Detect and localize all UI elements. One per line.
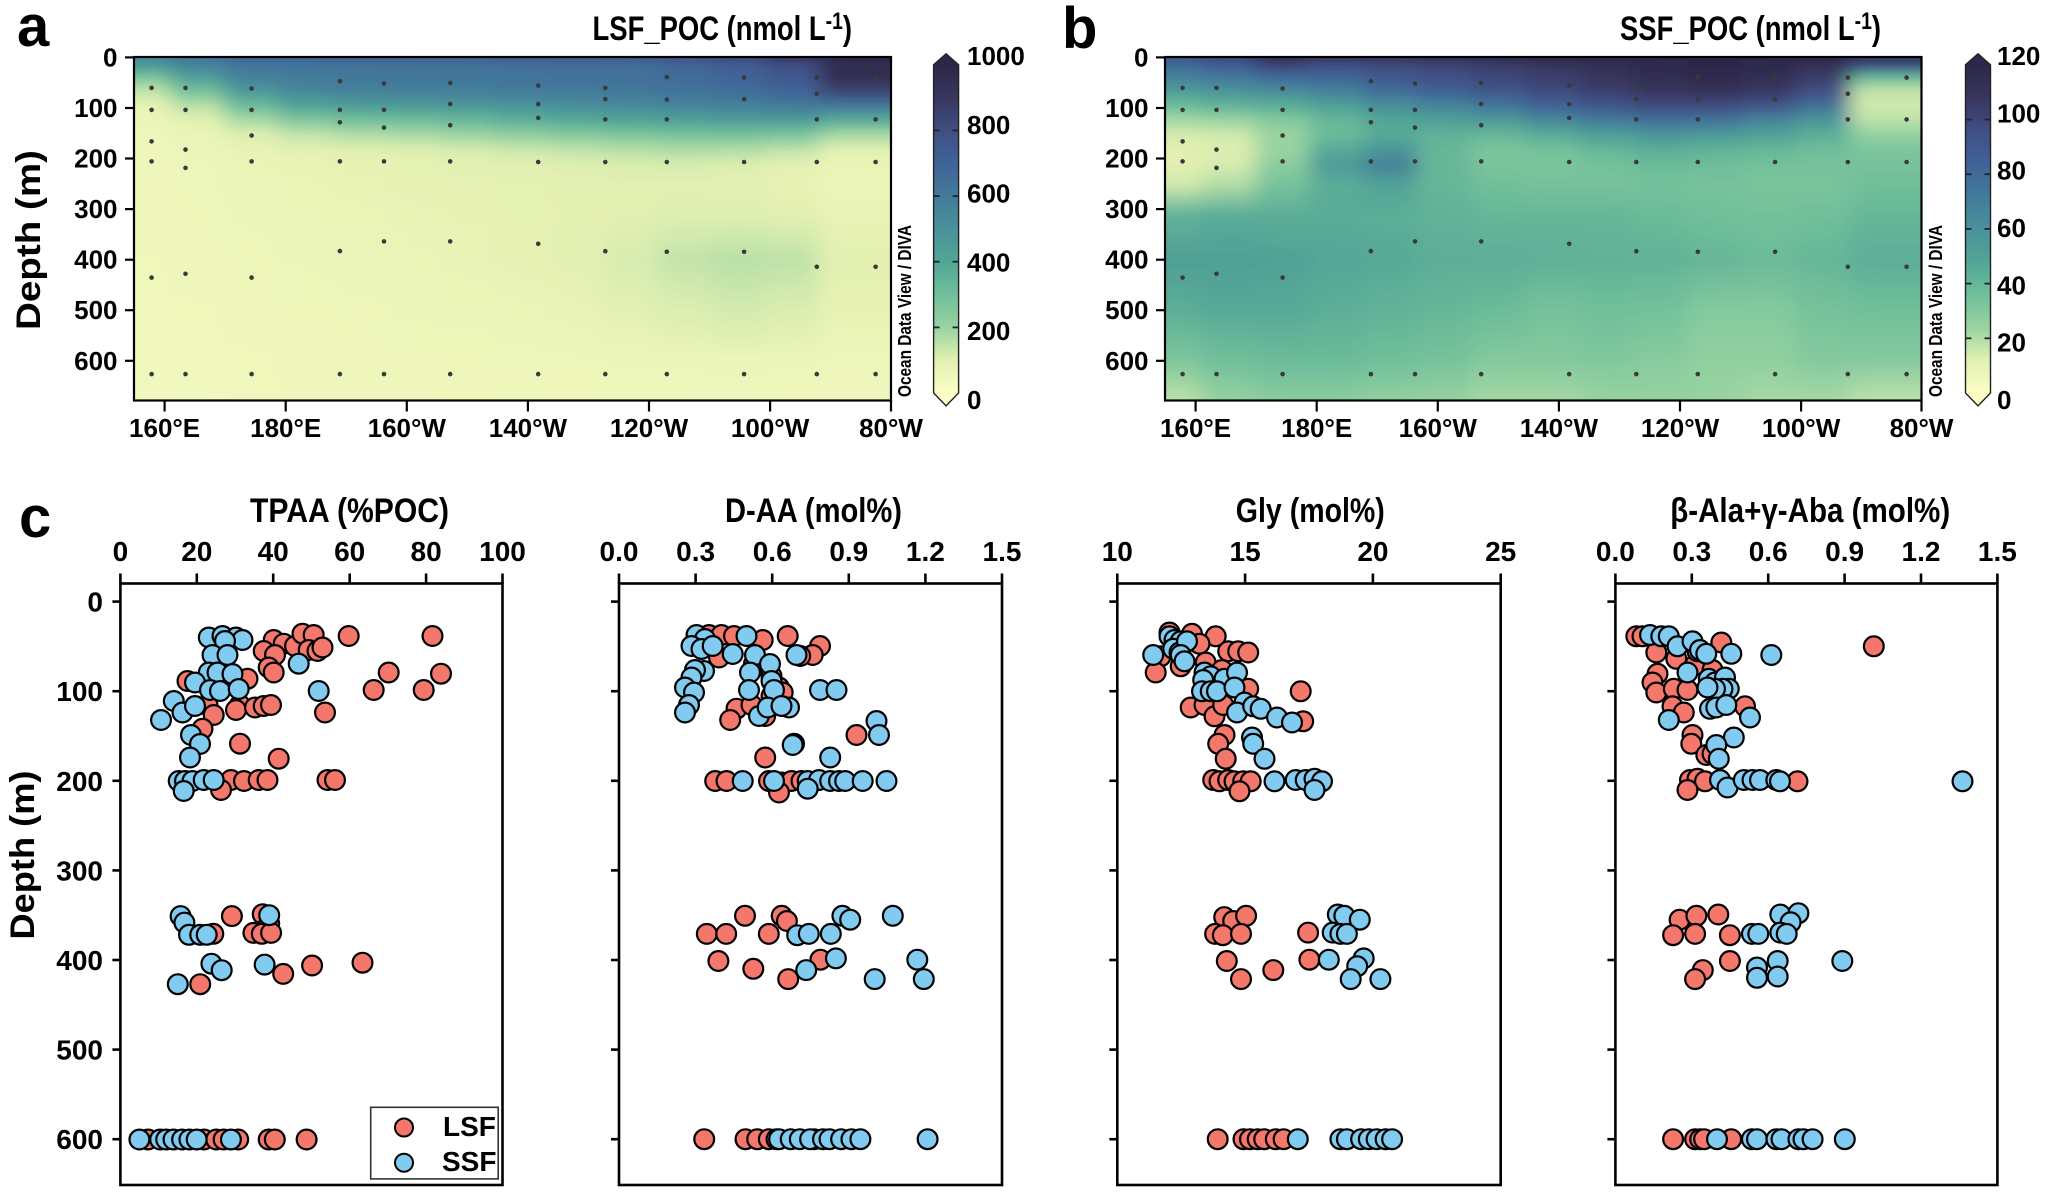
svg-text:100: 100 xyxy=(479,536,526,567)
svg-text:300: 300 xyxy=(1105,194,1148,224)
svg-text:0.0: 0.0 xyxy=(1596,536,1635,567)
svg-text:100: 100 xyxy=(56,676,103,707)
svg-text:β-Ala+γ-Aba (mol%): β-Ala+γ-Aba (mol%) xyxy=(1670,492,1950,530)
svg-text:100: 100 xyxy=(1997,99,2040,129)
svg-text:TPAA (%POC): TPAA (%POC) xyxy=(250,492,449,530)
svg-text:SSF_POC (nmol L-1): SSF_POC (nmol L-1) xyxy=(1620,7,1881,48)
svg-text:200: 200 xyxy=(56,766,103,797)
svg-text:Depth (m): Depth (m) xyxy=(4,771,42,940)
svg-text:20: 20 xyxy=(1997,328,2026,358)
svg-text:160°E: 160°E xyxy=(1160,413,1231,443)
svg-text:100: 100 xyxy=(1105,93,1148,123)
svg-text:600: 600 xyxy=(74,346,117,376)
svg-text:60: 60 xyxy=(1997,213,2026,243)
svg-text:Ocean Data View / DIVA: Ocean Data View / DIVA xyxy=(895,225,915,397)
svg-text:200: 200 xyxy=(967,316,1010,346)
svg-text:a: a xyxy=(17,0,50,59)
svg-text:300: 300 xyxy=(74,194,117,224)
svg-text:180°E: 180°E xyxy=(1281,413,1352,443)
svg-text:b: b xyxy=(1062,0,1097,61)
svg-text:600: 600 xyxy=(1105,346,1148,376)
svg-text:100°W: 100°W xyxy=(731,413,810,443)
svg-text:120: 120 xyxy=(1997,41,2040,71)
svg-text:20: 20 xyxy=(181,536,212,567)
svg-text:0: 0 xyxy=(1134,42,1148,72)
svg-text:400: 400 xyxy=(56,945,103,976)
svg-text:200: 200 xyxy=(1105,144,1148,174)
svg-text:120°W: 120°W xyxy=(1641,413,1720,443)
svg-text:140°W: 140°W xyxy=(489,413,568,443)
svg-text:LSF: LSF xyxy=(443,1111,496,1142)
svg-text:300: 300 xyxy=(56,855,103,886)
svg-text:0: 0 xyxy=(967,385,981,415)
svg-text:SSF: SSF xyxy=(442,1146,496,1177)
svg-text:1.2: 1.2 xyxy=(1902,536,1941,567)
svg-text:40: 40 xyxy=(258,536,289,567)
svg-text:0.0: 0.0 xyxy=(600,536,639,567)
svg-text:D-AA (mol%): D-AA (mol%) xyxy=(725,492,902,530)
svg-text:20: 20 xyxy=(1357,536,1388,567)
svg-text:0: 0 xyxy=(1997,385,2011,415)
svg-text:0: 0 xyxy=(103,42,117,72)
svg-text:500: 500 xyxy=(56,1035,103,1066)
svg-text:500: 500 xyxy=(74,295,117,325)
svg-text:1.5: 1.5 xyxy=(983,536,1022,567)
svg-text:0.3: 0.3 xyxy=(1672,536,1711,567)
svg-text:0: 0 xyxy=(113,536,129,567)
svg-text:15: 15 xyxy=(1230,536,1261,567)
svg-text:600: 600 xyxy=(56,1124,103,1155)
svg-text:0: 0 xyxy=(87,587,103,618)
svg-text:0.9: 0.9 xyxy=(829,536,868,567)
svg-text:80: 80 xyxy=(1997,156,2026,186)
svg-text:800: 800 xyxy=(967,110,1010,140)
svg-text:0.6: 0.6 xyxy=(1749,536,1788,567)
svg-text:80: 80 xyxy=(411,536,442,567)
svg-text:LSF_POC (nmol L-1): LSF_POC (nmol L-1) xyxy=(593,7,852,48)
svg-text:160°W: 160°W xyxy=(368,413,447,443)
svg-text:600: 600 xyxy=(967,179,1010,209)
svg-text:400: 400 xyxy=(1105,245,1148,275)
svg-text:140°W: 140°W xyxy=(1520,413,1599,443)
svg-text:400: 400 xyxy=(74,245,117,275)
svg-text:0.9: 0.9 xyxy=(1825,536,1864,567)
svg-text:Depth (m): Depth (m) xyxy=(10,150,48,330)
svg-text:Ocean Data View / DIVA: Ocean Data View / DIVA xyxy=(1926,225,1946,397)
svg-text:120°W: 120°W xyxy=(610,413,689,443)
svg-text:0.3: 0.3 xyxy=(676,536,715,567)
svg-text:Gly (mol%): Gly (mol%) xyxy=(1236,492,1385,530)
svg-text:160°W: 160°W xyxy=(1399,413,1478,443)
svg-text:400: 400 xyxy=(967,247,1010,277)
svg-text:180°E: 180°E xyxy=(250,413,321,443)
svg-text:1.2: 1.2 xyxy=(906,536,945,567)
svg-text:100°W: 100°W xyxy=(1762,413,1841,443)
svg-text:c: c xyxy=(19,485,51,550)
svg-text:1000: 1000 xyxy=(967,41,1025,71)
svg-text:10: 10 xyxy=(1102,536,1133,567)
svg-text:0.6: 0.6 xyxy=(753,536,792,567)
svg-text:40: 40 xyxy=(1997,270,2026,300)
svg-text:1.5: 1.5 xyxy=(1978,536,2017,567)
svg-text:100: 100 xyxy=(74,93,117,123)
svg-text:500: 500 xyxy=(1105,295,1148,325)
svg-text:80°W: 80°W xyxy=(1890,413,1954,443)
svg-text:200: 200 xyxy=(74,144,117,174)
svg-text:160°E: 160°E xyxy=(129,413,200,443)
svg-text:80°W: 80°W xyxy=(859,413,923,443)
svg-text:60: 60 xyxy=(334,536,365,567)
svg-text:25: 25 xyxy=(1485,536,1516,567)
